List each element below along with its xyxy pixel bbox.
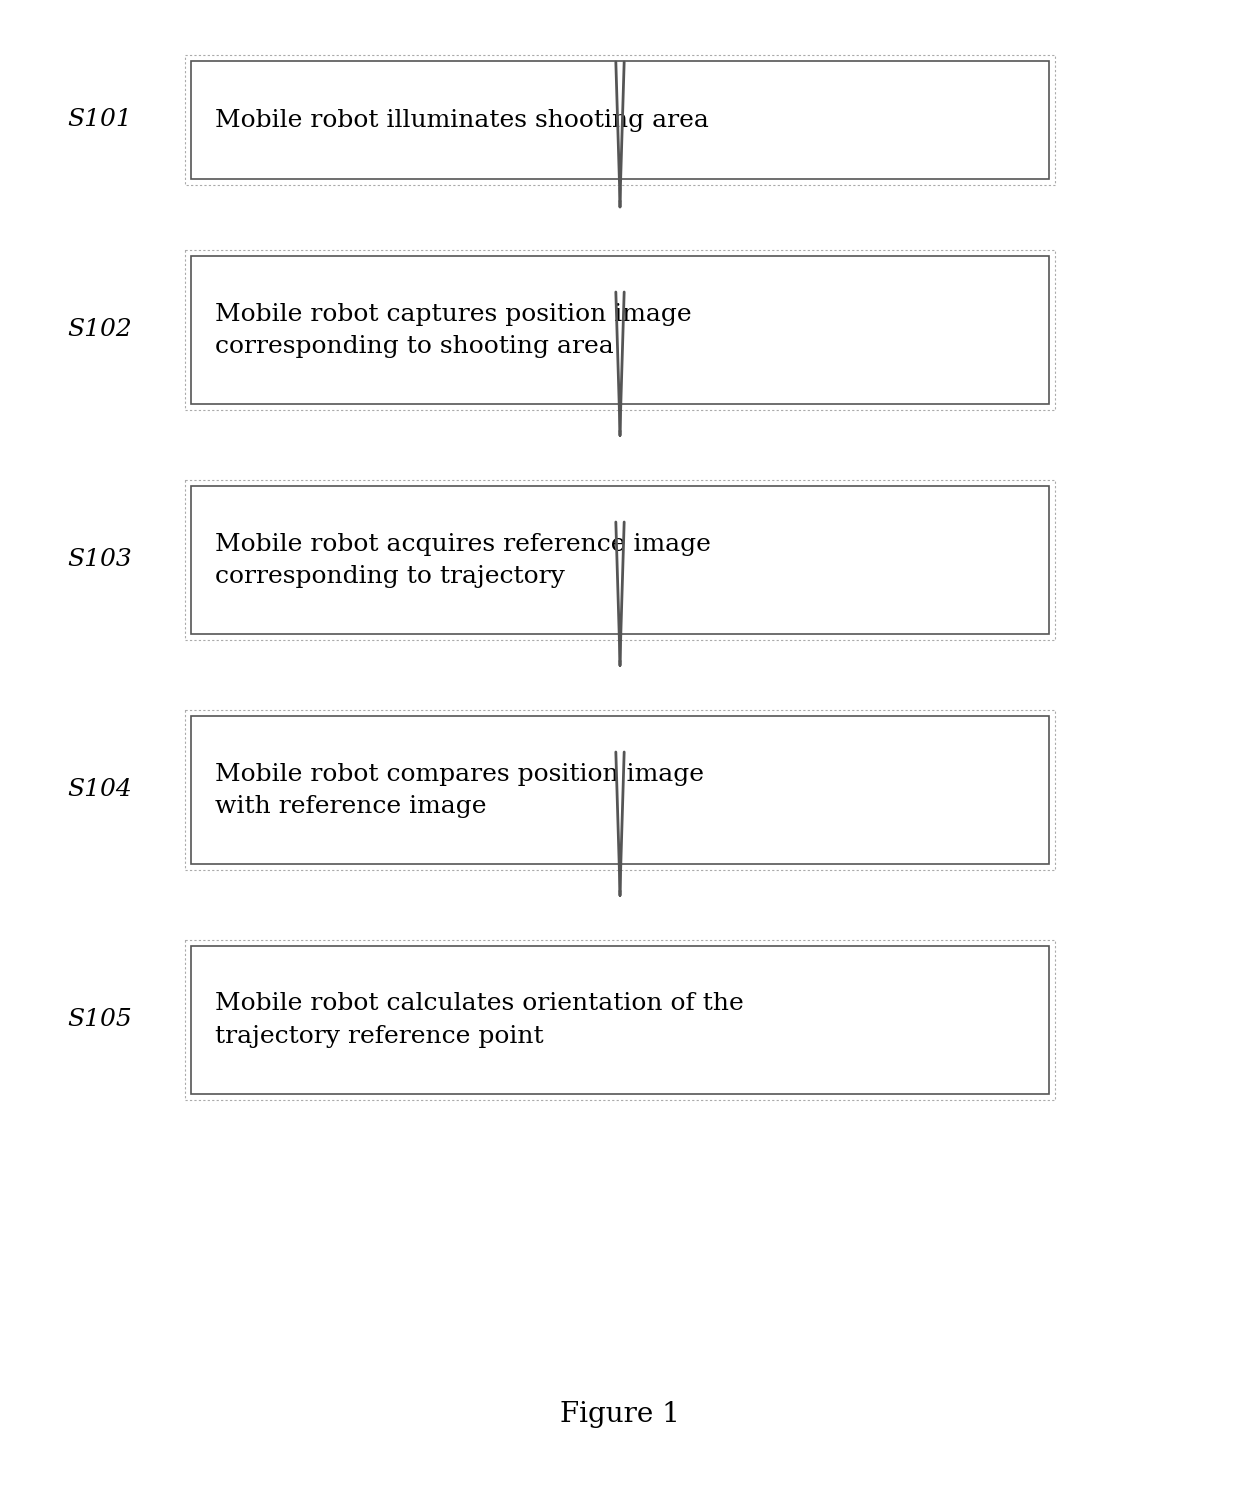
Text: S102: S102	[68, 319, 133, 341]
Bar	[191, 486, 1049, 634]
Text: Mobile robot captures position image: Mobile robot captures position image	[215, 302, 692, 326]
Bar	[191, 716, 1049, 864]
Text: Mobile robot illuminates shooting area: Mobile robot illuminates shooting area	[215, 109, 709, 131]
Text: with reference image: with reference image	[215, 794, 486, 817]
Text: Mobile robot calculates orientation of the: Mobile robot calculates orientation of t…	[215, 992, 744, 1016]
Text: Figure 1: Figure 1	[560, 1401, 680, 1428]
Text: Mobile robot compares position image: Mobile robot compares position image	[215, 763, 704, 785]
Text: S101: S101	[68, 109, 133, 131]
Bar	[185, 54, 1055, 186]
Bar	[185, 251, 1055, 411]
Text: S103: S103	[68, 548, 133, 571]
Text: trajectory reference point: trajectory reference point	[215, 1024, 543, 1048]
Text: corresponding to trajectory: corresponding to trajectory	[215, 565, 565, 587]
Bar	[191, 60, 1049, 180]
Bar	[185, 710, 1055, 870]
Bar	[191, 257, 1049, 405]
Text: corresponding to shooting area: corresponding to shooting area	[215, 335, 614, 358]
Bar	[185, 941, 1055, 1099]
Text: Mobile robot acquires reference image: Mobile robot acquires reference image	[215, 533, 711, 556]
Bar	[191, 945, 1049, 1095]
Text: S104: S104	[68, 779, 133, 802]
Text: S105: S105	[68, 1009, 133, 1031]
Bar	[185, 480, 1055, 640]
